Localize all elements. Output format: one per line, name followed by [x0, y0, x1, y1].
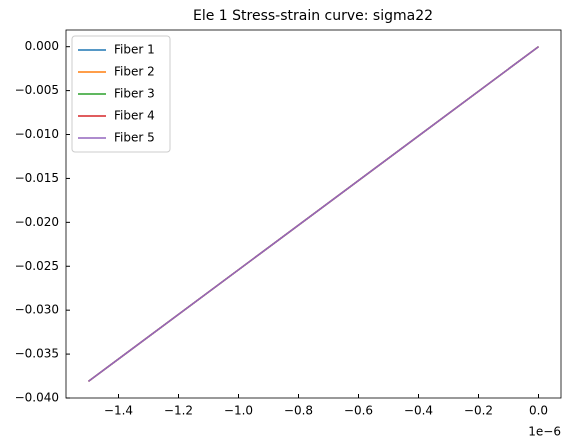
legend-label: Fiber 2 [114, 65, 155, 79]
y-tick-label: −0.025 [15, 259, 59, 273]
series-line [88, 46, 539, 382]
x-tick-label: −1.0 [224, 404, 253, 418]
x-tick-label: −0.8 [284, 404, 313, 418]
chart-title: Ele 1 Stress-strain curve: sigma22 [193, 8, 433, 24]
y-tick-label: −0.005 [15, 83, 59, 97]
x-tick-label: −1.4 [104, 404, 133, 418]
legend-label: Fiber 3 [114, 87, 155, 101]
legend-label: Fiber 4 [114, 109, 155, 123]
plot-frame [65, 29, 562, 399]
x-tick-label: 0.0 [529, 404, 548, 418]
y-tick-label: −0.015 [15, 171, 59, 185]
y-tick-label: 0.000 [25, 39, 59, 53]
x-tick-label: −1.2 [164, 404, 193, 418]
y-tick-label: −0.010 [15, 127, 59, 141]
x-tick-label: −0.4 [404, 404, 433, 418]
legend-label: Fiber 1 [114, 43, 155, 57]
y-tick-label: −0.030 [15, 303, 59, 317]
y-tick-label: −0.035 [15, 347, 59, 361]
x-offset-label: 1e−6 [528, 425, 561, 439]
x-tick-label: −0.6 [344, 404, 373, 418]
y-tick-label: −0.020 [15, 215, 59, 229]
legend-box [71, 35, 171, 153]
x-tick-label: −0.2 [464, 404, 493, 418]
legend-label: Fiber 5 [114, 131, 155, 145]
y-tick-label: −0.040 [15, 391, 59, 405]
